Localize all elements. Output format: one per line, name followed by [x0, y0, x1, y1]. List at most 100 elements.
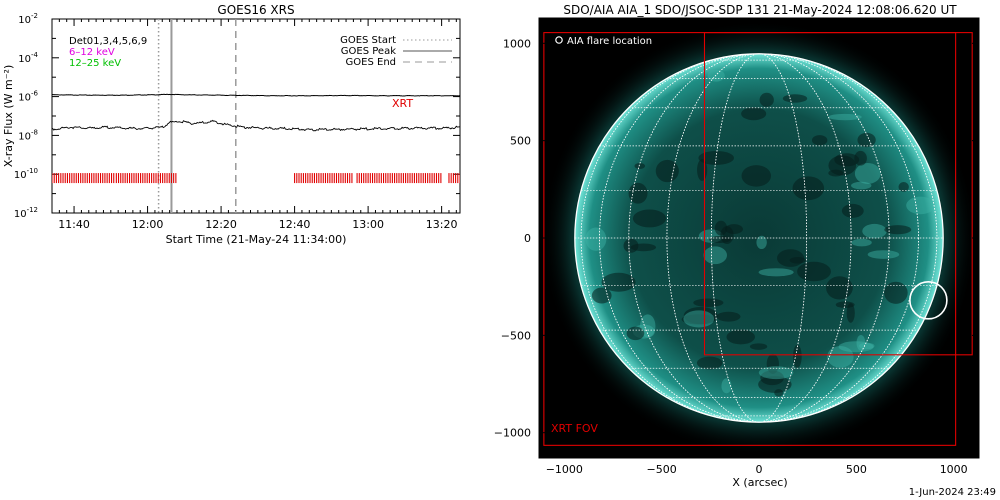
- timestamp: 1-Jun-2024 23:49: [908, 487, 996, 498]
- goes-x-tick-label: 12:20: [205, 218, 237, 231]
- solar-texture-blob: [632, 209, 667, 228]
- aia-y-axis: −1000 −500 0 500 1000: [494, 23, 979, 453]
- energy-legend-entry: 12–25 keV: [69, 58, 121, 69]
- aia-image-title: SDO/AIA AIA_1 SDO/JSOC-SDP 131 21-May-20…: [563, 3, 957, 17]
- goes-y-tick-label: 10-12: [14, 206, 38, 220]
- solar-texture-blob: [758, 366, 794, 380]
- solar-texture-blob: [797, 261, 831, 282]
- solar-texture-blob: [749, 343, 768, 350]
- goes-x-tick-label: 13:00: [352, 218, 384, 231]
- solar-texture-blob: [828, 169, 844, 177]
- solar-texture-blob: [758, 268, 794, 277]
- solar-texture-blob: [693, 298, 724, 307]
- solar-texture-blob: [827, 346, 854, 368]
- xrt-label: XRT: [392, 97, 413, 110]
- flare-location-circle: [909, 281, 948, 320]
- solar-texture-blob: [811, 135, 828, 146]
- solar-texture-blob: [655, 159, 679, 183]
- solar-texture-blob: [859, 342, 875, 350]
- solar-texture-blob: [741, 165, 772, 187]
- goes-y-tick-label: 10-2: [18, 12, 38, 26]
- solar-texture-blob: [846, 303, 855, 323]
- solar-texture-blob: [862, 223, 887, 239]
- goes-x-tick-label: 12:40: [279, 218, 311, 231]
- flare-legend-marker: [555, 36, 563, 44]
- solar-texture-blob: [697, 159, 708, 181]
- solar-texture-blob: [867, 250, 900, 259]
- solar-texture-blob: [851, 181, 872, 190]
- aia-y-tick-label: 1000: [503, 37, 531, 50]
- solar-texture-blob: [601, 272, 636, 292]
- aia-x-tick-label: 0: [756, 463, 763, 476]
- solar-texture-blob: [716, 311, 741, 322]
- solar-texture-blob: [634, 163, 646, 170]
- goes-series-line: [52, 93, 460, 97]
- aia-x-tick-label: −1000: [546, 463, 583, 476]
- solar-texture-blob: [703, 246, 727, 265]
- goes-legend-entry: GOES End: [346, 57, 396, 68]
- solar-texture-blob: [626, 326, 645, 341]
- solar-texture-blob: [630, 243, 657, 252]
- goes-flux-series: [52, 93, 460, 132]
- energy-legend-entry: 6–12 keV: [69, 47, 115, 58]
- aia-y-tick-label: 500: [510, 135, 531, 148]
- aia-x-tick-label: 500: [846, 463, 867, 476]
- solar-texture-blob: [707, 69, 725, 82]
- solar-texture-blob: [628, 182, 648, 204]
- solar-texture-blob: [683, 306, 718, 325]
- xrt-coverage-bars: [52, 173, 460, 184]
- aia-x-tick-label: 1000: [940, 463, 968, 476]
- solar-texture-blob: [841, 203, 864, 218]
- solar-texture-blob: [782, 94, 808, 103]
- solar-texture-blob: [756, 235, 767, 250]
- flare-legend-label: AIA flare location: [567, 36, 652, 47]
- goes-legend-entry: GOES Peak: [341, 46, 396, 57]
- goes-series-line: [52, 119, 460, 132]
- energy-legend-entry: Det01,3,4,5,6,9: [69, 36, 147, 47]
- solar-limb: [574, 53, 944, 423]
- solar-texture-blob: [838, 341, 874, 353]
- goes-x-tick-label: 11:40: [58, 218, 90, 231]
- aia-y-tick-label: −1000: [494, 427, 531, 440]
- goes-event-lines: [157, 19, 237, 213]
- solar-texture-blob: [714, 220, 728, 236]
- solar-texture-blob: [726, 329, 756, 345]
- goes-xrs-chart: GOES16 XRS 10-12 10-10 10-8 10-6 10-4 10-2 11…: [2, 3, 461, 246]
- solar-texture-blob: [766, 353, 779, 374]
- solar-texture-blob: [585, 227, 607, 251]
- solar-texture-blob: [884, 281, 908, 304]
- solar-texture-blob: [906, 196, 936, 215]
- solar-texture-blob: [854, 150, 867, 166]
- aia-x-axis: −1000 −500 0 500 1000: [544, 18, 974, 476]
- goes-x-tick-label: 12:00: [132, 218, 164, 231]
- aia-y-tick-label: −500: [501, 329, 531, 342]
- goes-x-tick-label: 13:20: [426, 218, 458, 231]
- goes-y-tick-label: 10-6: [18, 90, 38, 104]
- xrt-fov-outer-box: [543, 32, 957, 446]
- solar-texture-blob: [884, 225, 912, 235]
- solar-texture-blob: [851, 238, 872, 247]
- goes-legend-entry: GOES Start: [340, 35, 396, 46]
- solar-texture-blob: [854, 163, 881, 184]
- aia-image-panel: SDO/AIA AIA_1 SDO/JSOC-SDP 131 21-May-20…: [494, 3, 980, 489]
- solar-texture-blob: [741, 107, 767, 121]
- goes-y-tick-label: 10-4: [18, 51, 38, 65]
- grid-longitude-line: [628, 53, 890, 423]
- solar-texture-blob: [721, 378, 732, 394]
- solar-texture-blob: [826, 276, 853, 300]
- solar-texture-blob: [696, 356, 723, 370]
- solar-texture-blob: [828, 113, 862, 121]
- goes-y-axis-label: X-ray Flux (W m⁻²): [2, 65, 15, 167]
- solar-texture-blob: [758, 376, 792, 393]
- solar-texture-blob: [698, 150, 735, 165]
- solar-texture-blob: [683, 310, 715, 328]
- aia-x-axis-label: X (arcsec): [732, 476, 787, 489]
- goes-x-axis-label: Start Time (21-May-24 11:34:00): [166, 233, 347, 246]
- solar-active-regions: [585, 69, 936, 397]
- solar-texture-blob: [759, 92, 774, 107]
- solar-texture-blob: [793, 344, 802, 369]
- xrt-fov-label: XRT FOV: [551, 422, 598, 435]
- solar-texture-blob: [898, 182, 909, 192]
- aia-y-tick-label: 0: [524, 232, 531, 245]
